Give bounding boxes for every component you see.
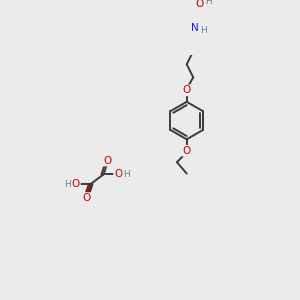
Text: O: O [183, 85, 191, 95]
Text: O: O [103, 155, 112, 166]
Text: O: O [114, 169, 122, 179]
Text: O: O [196, 0, 204, 9]
Text: H: H [205, 0, 212, 6]
Text: O: O [183, 146, 191, 156]
Text: H: H [64, 180, 71, 189]
Text: O: O [82, 193, 91, 203]
Text: O: O [72, 179, 80, 189]
Text: N: N [191, 22, 199, 33]
Text: H: H [200, 26, 206, 34]
Text: H: H [123, 170, 130, 179]
